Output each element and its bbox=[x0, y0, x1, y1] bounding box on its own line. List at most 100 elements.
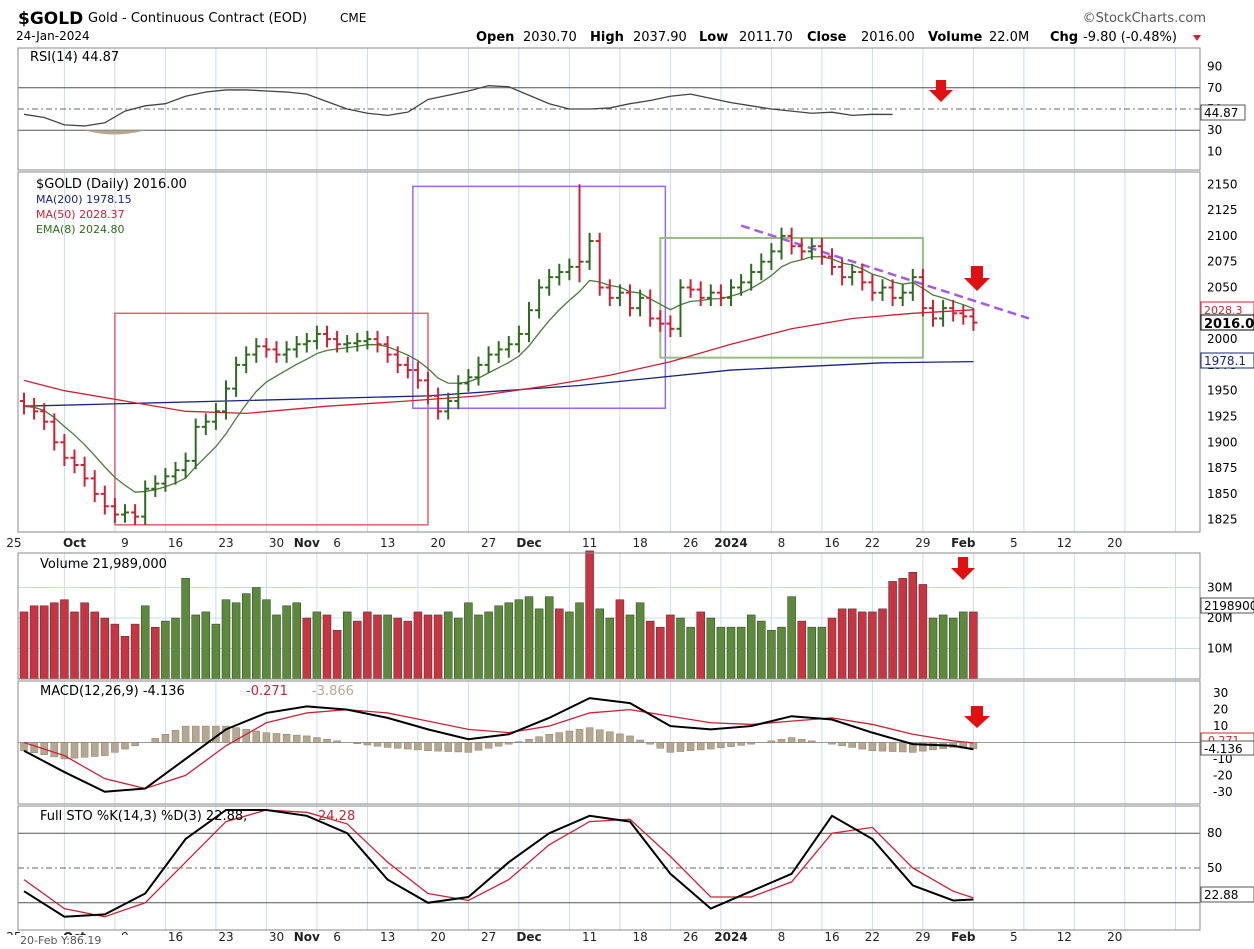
macd-histogram-bar bbox=[414, 742, 422, 751]
macd-histogram-bar bbox=[353, 742, 362, 744]
sto-badge-box bbox=[1200, 886, 1254, 903]
macd-histogram-bar bbox=[666, 742, 675, 753]
badge-layer: 44.87 2028.3 2016.0 1978.1 21989000 -0.2… bbox=[1200, 104, 1254, 903]
x-tick-label: 22 bbox=[865, 930, 880, 944]
ohlc-bar bbox=[555, 263, 564, 286]
macd-histogram-bar bbox=[424, 742, 432, 751]
ohlc-bar bbox=[373, 330, 382, 353]
volume-bar bbox=[70, 611, 79, 680]
volume-bar bbox=[888, 581, 897, 680]
macd-histogram-bar bbox=[404, 742, 412, 750]
x-tick-label: 16 bbox=[168, 536, 183, 550]
ohlc-bar bbox=[333, 330, 342, 353]
ohlc-bar bbox=[211, 403, 220, 430]
volume-bar bbox=[231, 602, 241, 680]
volume-bar bbox=[757, 620, 766, 680]
volume-bar bbox=[878, 608, 887, 680]
macd-histogram-bar bbox=[747, 742, 755, 745]
volume-bar bbox=[403, 620, 413, 680]
rsi-down-arrow-icon bbox=[929, 80, 953, 102]
ohlc-bar bbox=[121, 504, 129, 523]
volume-bar bbox=[413, 611, 423, 680]
macd-panel: 3020100-10-20-30 bbox=[18, 686, 1233, 799]
x-tick-label: 27 bbox=[481, 536, 496, 550]
ohlc-bar bbox=[434, 387, 443, 420]
macd-histogram-bar bbox=[121, 742, 129, 750]
volume-bar bbox=[534, 608, 544, 680]
macd-histogram-bar bbox=[90, 742, 99, 757]
volume-tick-label: 10M bbox=[1207, 642, 1233, 656]
ohlc-bar bbox=[323, 325, 331, 348]
x-tick-label: 29 bbox=[915, 536, 930, 550]
ohlc-bar bbox=[252, 338, 261, 363]
ohlc-bar bbox=[403, 356, 412, 379]
macd-histogram-bar bbox=[363, 742, 372, 746]
ohlc-bar bbox=[908, 268, 917, 301]
ohlc-bar bbox=[656, 310, 665, 332]
ohlc-bar bbox=[363, 330, 372, 350]
ohlc-bar bbox=[454, 375, 463, 410]
sto-legend-d: 24.28 bbox=[318, 809, 355, 824]
ma200-badge-box bbox=[1200, 352, 1254, 369]
pattern-box-purple bbox=[412, 185, 667, 409]
ohlc-bar bbox=[50, 413, 59, 451]
ema8-legend: EMA(8) 2024.80 bbox=[36, 223, 125, 236]
status-bar-bg bbox=[0, 935, 130, 945]
x-tick-label: 27 bbox=[481, 930, 496, 944]
price-tick-label: 1900 bbox=[1207, 435, 1238, 449]
macd-histogram-bar bbox=[767, 740, 776, 743]
ohlc-bar bbox=[545, 268, 554, 296]
volume-bar bbox=[60, 599, 69, 680]
volume-bar bbox=[767, 629, 776, 680]
ohlc-bar bbox=[878, 279, 887, 301]
macd-histogram-bar bbox=[111, 742, 119, 753]
ohlc-bar bbox=[141, 480, 150, 525]
volume-bar bbox=[443, 611, 453, 680]
rsi-legend: RSI(14) 44.87 bbox=[30, 50, 119, 65]
ohlc-bar bbox=[383, 336, 392, 363]
x-tick-label: 11 bbox=[582, 930, 597, 944]
macd-histogram-bar bbox=[555, 732, 564, 743]
open-value: 2030.70 bbox=[523, 30, 577, 45]
ohlc-bar bbox=[959, 305, 968, 325]
ohlc-bar bbox=[90, 470, 99, 503]
ohlc-bar bbox=[777, 227, 786, 260]
ohlc-bar bbox=[929, 299, 937, 327]
source-watermark: ©StockCharts.com bbox=[1083, 11, 1206, 26]
volume-bar bbox=[353, 620, 362, 680]
ohlc-bar bbox=[171, 461, 180, 485]
macd-legend-signal: -0.271 bbox=[246, 684, 288, 699]
macd-histogram-bar bbox=[858, 742, 867, 750]
volume-bar bbox=[595, 608, 604, 680]
macd-badge-box bbox=[1200, 740, 1254, 756]
ohlc-bar bbox=[747, 263, 756, 291]
ohlc-bar bbox=[797, 237, 806, 260]
ohlc-bar bbox=[767, 243, 776, 270]
ohlc-bar bbox=[737, 274, 746, 296]
rsi-oversold-fill bbox=[84, 130, 146, 135]
price-legend: $GOLD (Daily) 2016.00 bbox=[36, 177, 187, 192]
price-badge: 2016.0 bbox=[1204, 317, 1254, 332]
volume-bar bbox=[585, 550, 594, 680]
macd-histogram-bar bbox=[262, 732, 271, 743]
macd-histogram-bar bbox=[393, 742, 402, 749]
x-tick-label: 29 bbox=[915, 930, 930, 944]
macd-histogram-bar bbox=[919, 742, 927, 752]
low-label: Low bbox=[699, 30, 728, 45]
volume-bar bbox=[908, 572, 918, 680]
macd-histogram-bar bbox=[848, 742, 856, 748]
chg-label: Chg bbox=[1050, 30, 1078, 45]
volume-bar bbox=[191, 614, 200, 680]
macd-histogram-bar bbox=[686, 742, 695, 751]
macd-histogram-bar bbox=[464, 742, 473, 753]
volume-bar bbox=[736, 626, 746, 680]
ohlc-bar bbox=[312, 325, 321, 350]
volume-bar bbox=[666, 614, 675, 680]
ohlc-bar bbox=[535, 279, 544, 319]
macd-histogram-bar bbox=[585, 727, 594, 743]
ohlc-bar bbox=[858, 263, 867, 291]
ohlc-bar bbox=[110, 498, 119, 523]
volume-bar bbox=[716, 626, 726, 680]
panel-frame bbox=[17, 171, 1201, 533]
